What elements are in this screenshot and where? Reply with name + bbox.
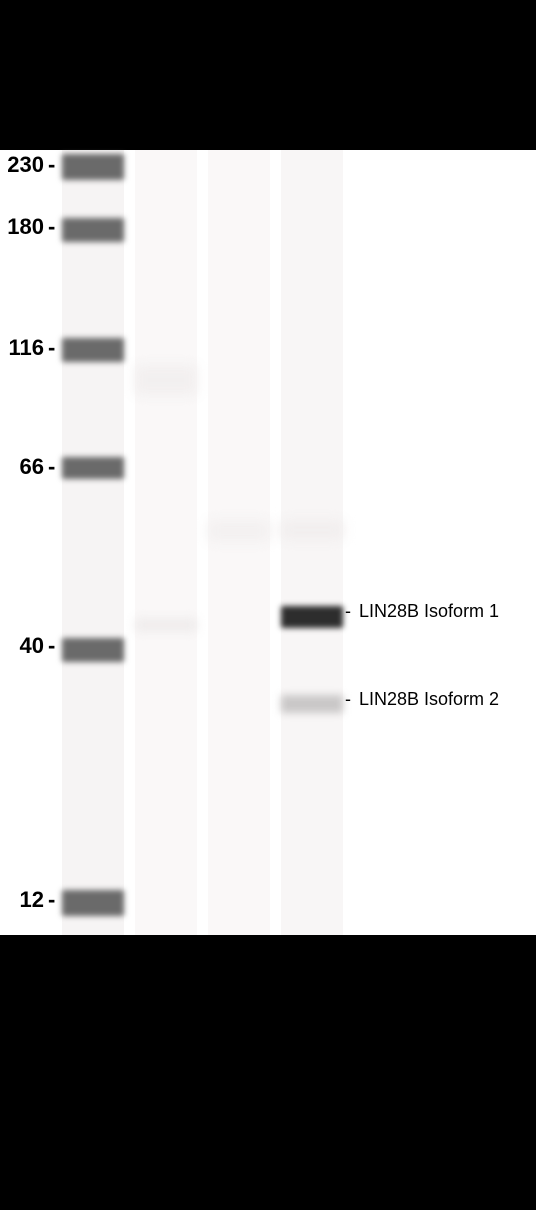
band-annotation-tick: -	[345, 601, 351, 622]
gel-band	[208, 520, 270, 542]
mw-tick: -	[48, 152, 55, 178]
lane-3	[208, 150, 270, 935]
gel-band	[135, 365, 197, 395]
gel-band	[135, 618, 197, 632]
gel-band	[62, 638, 124, 662]
gel-area: 230-180-116-66-40-12--LIN28B Isoform 1-L…	[0, 150, 536, 935]
lane-4	[281, 150, 343, 935]
band-annotation: LIN28B Isoform 2	[359, 689, 499, 710]
mw-label: 12	[0, 887, 44, 913]
band-annotation-tick: -	[345, 689, 351, 710]
mw-tick: -	[48, 214, 55, 240]
band-annotation: LIN28B Isoform 1	[359, 601, 499, 622]
gel-band	[62, 218, 124, 242]
mw-tick: -	[48, 633, 55, 659]
marker-lane	[62, 150, 124, 935]
gel-band	[62, 154, 124, 180]
mw-label: 116	[0, 335, 44, 361]
gel-band	[62, 890, 124, 916]
gel-band	[281, 520, 343, 540]
mw-tick: -	[48, 454, 55, 480]
lane-2	[135, 150, 197, 935]
gel-band	[62, 338, 124, 362]
mw-tick: -	[48, 335, 55, 361]
mw-label: 66	[0, 454, 44, 480]
mw-tick: -	[48, 887, 55, 913]
gel-band	[62, 457, 124, 479]
gel-band	[281, 695, 343, 713]
gel-band	[281, 606, 343, 628]
mw-label: 180	[0, 214, 44, 240]
mw-label: 230	[0, 152, 44, 178]
mw-label: 40	[0, 633, 44, 659]
